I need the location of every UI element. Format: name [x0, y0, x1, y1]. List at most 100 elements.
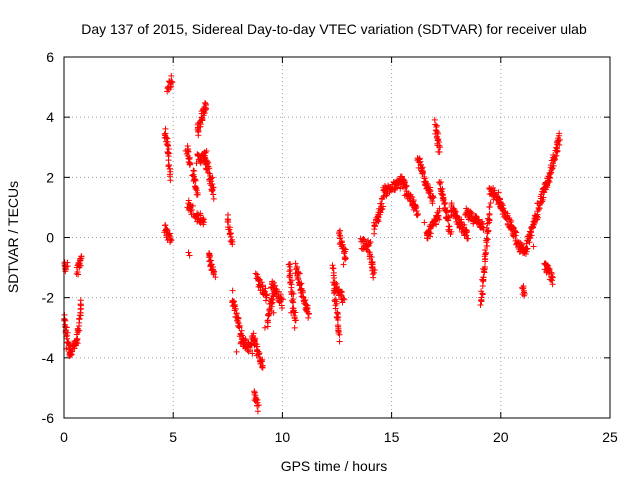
data-point — [262, 285, 269, 292]
data-point — [241, 337, 248, 344]
data-point — [263, 292, 270, 299]
data-point — [164, 227, 171, 234]
data-point — [292, 317, 299, 324]
data-point — [479, 290, 486, 297]
data-point — [478, 297, 485, 304]
data-point — [287, 278, 294, 285]
data-point — [338, 238, 345, 245]
data-point — [279, 305, 286, 312]
data-point — [483, 235, 490, 242]
data-point — [305, 310, 312, 317]
data-point — [402, 183, 409, 190]
data-point — [249, 350, 256, 357]
data-point — [369, 259, 376, 266]
data-point — [556, 130, 563, 137]
data-point — [262, 297, 269, 304]
data-point — [237, 331, 244, 338]
y-tick-label: 4 — [46, 109, 54, 125]
data-point — [205, 169, 212, 176]
data-point — [554, 148, 561, 155]
y-axis-label: SDTVAR / TECUs — [5, 181, 21, 293]
data-point — [368, 264, 375, 271]
data-point — [164, 142, 171, 149]
data-point — [211, 268, 218, 275]
gridlines — [64, 57, 610, 418]
data-point — [169, 79, 176, 86]
data-point — [184, 148, 191, 155]
data-point — [436, 216, 443, 223]
data-point — [548, 270, 555, 277]
data-point — [442, 208, 449, 215]
data-point — [185, 249, 192, 256]
data-point — [526, 239, 533, 246]
data-point — [255, 402, 262, 409]
chart-title: Day 137 of 2015, Sidereal Day-to-day VTE… — [81, 21, 587, 37]
data-point — [251, 389, 258, 396]
data-point — [431, 116, 438, 123]
data-point — [261, 288, 268, 295]
data-point — [337, 288, 344, 295]
data-point — [548, 277, 555, 284]
data-point — [523, 240, 530, 247]
data-point — [331, 275, 338, 282]
data-point — [208, 178, 215, 185]
data-point — [495, 189, 502, 196]
data-point — [487, 200, 494, 207]
data-point — [414, 212, 421, 219]
y-tick-label: -6 — [42, 410, 55, 426]
data-point — [197, 210, 204, 217]
data-point — [224, 216, 231, 223]
data-point — [199, 116, 206, 123]
data-point — [203, 148, 210, 155]
data-point — [486, 203, 493, 210]
data-point — [64, 329, 71, 336]
data-point — [332, 305, 339, 312]
data-point — [371, 222, 378, 229]
data-point — [553, 144, 560, 151]
data-point — [191, 168, 198, 175]
data-point — [212, 274, 219, 281]
data-point — [546, 173, 553, 180]
data-point — [512, 228, 519, 235]
data-point — [442, 199, 449, 206]
data-point — [194, 191, 201, 198]
data-point — [200, 221, 207, 228]
data-point — [465, 235, 472, 242]
data-point — [184, 204, 191, 211]
data-point — [439, 185, 446, 192]
data-point — [485, 227, 492, 234]
data-point — [305, 314, 312, 321]
data-point — [167, 83, 174, 90]
data-point — [413, 207, 420, 214]
data-point — [440, 194, 447, 201]
data-point — [225, 219, 232, 226]
data-point — [333, 300, 340, 307]
data-point — [74, 268, 81, 275]
data-point — [62, 321, 69, 328]
data-point — [401, 192, 408, 199]
data-point — [370, 274, 377, 281]
data-point — [482, 250, 489, 257]
data-point — [361, 236, 368, 243]
data-point — [233, 348, 240, 355]
data-point — [482, 246, 489, 253]
data-point — [167, 177, 174, 184]
data-point — [520, 285, 527, 292]
data-point — [61, 316, 68, 323]
data-point — [412, 203, 419, 210]
data-point — [543, 261, 550, 268]
data-point — [425, 229, 432, 236]
data-point — [200, 215, 207, 222]
data-point — [76, 315, 83, 322]
data-point — [201, 154, 208, 161]
data-point — [549, 160, 556, 167]
data-point — [413, 204, 420, 211]
data-point — [290, 299, 297, 306]
y-tick-label: -2 — [42, 290, 55, 306]
data-point — [259, 364, 266, 371]
data-point — [269, 299, 276, 306]
data-point — [295, 276, 302, 283]
data-point — [341, 246, 348, 253]
data-point — [166, 230, 173, 237]
data-point — [246, 347, 253, 354]
